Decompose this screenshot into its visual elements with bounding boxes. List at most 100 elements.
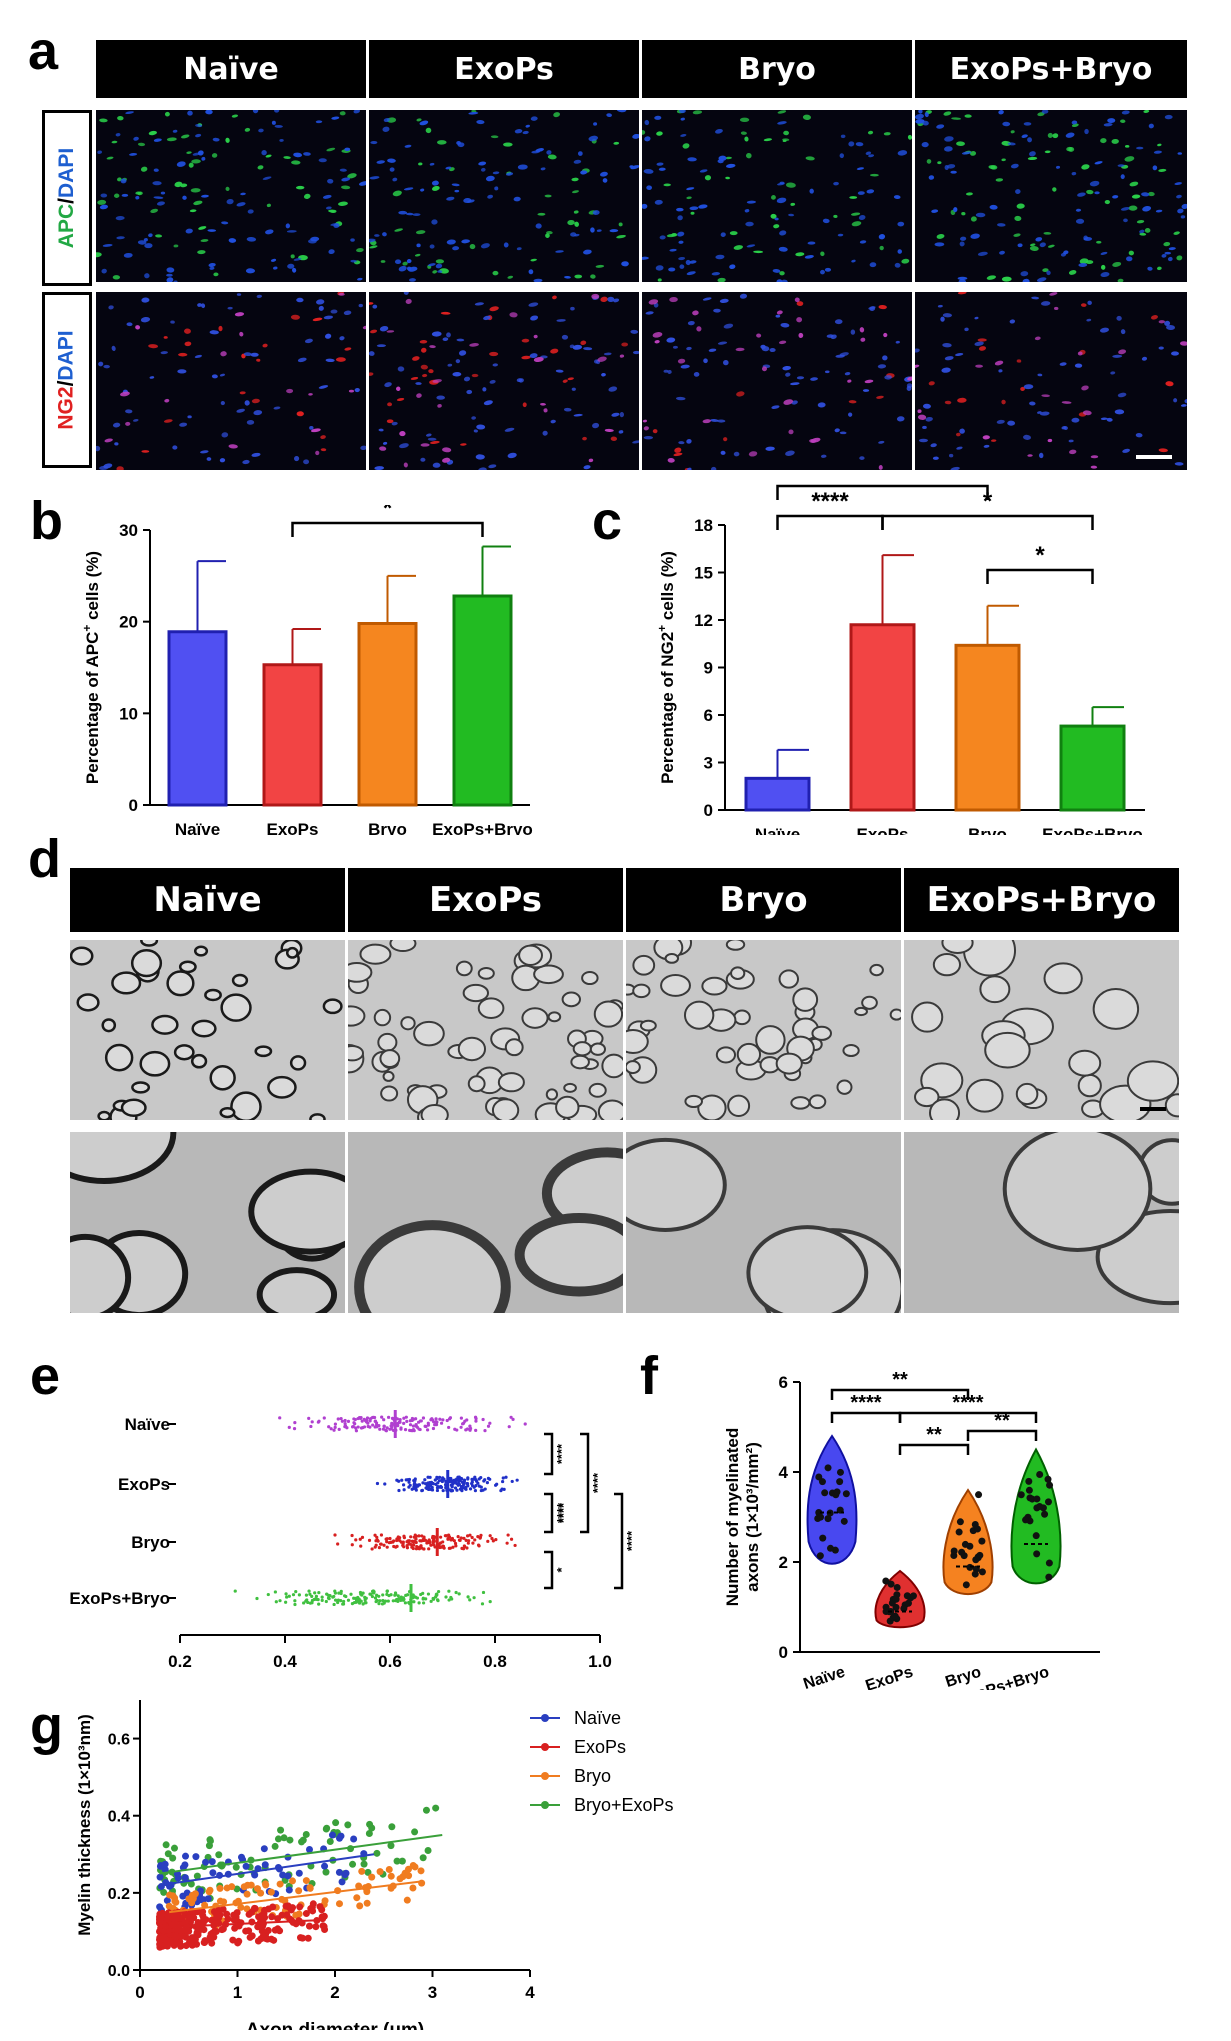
data-point xyxy=(447,1425,451,1430)
cell-dot xyxy=(657,278,662,282)
data-point xyxy=(480,1602,485,1606)
cell-dot xyxy=(192,152,201,156)
data-point xyxy=(385,1589,389,1593)
cell-dot xyxy=(108,305,114,310)
cell-dot xyxy=(416,393,422,398)
cell-dot xyxy=(613,141,620,145)
cell-dot xyxy=(678,256,686,261)
data-point xyxy=(215,1851,223,1859)
cell-dot xyxy=(258,128,264,133)
data-point xyxy=(456,1475,460,1479)
axon-profile xyxy=(632,954,656,976)
x-tick-label: 1 xyxy=(233,1983,242,2002)
axon-profile xyxy=(254,1045,273,1058)
bar-0 xyxy=(167,630,228,807)
data-point xyxy=(404,1478,408,1482)
data-point xyxy=(343,1425,347,1429)
data-point xyxy=(435,1598,440,1602)
cell-dot xyxy=(1112,195,1119,199)
cell-dot xyxy=(1065,132,1075,138)
cell-dot xyxy=(489,351,499,357)
cell-dot xyxy=(817,402,826,408)
data-point xyxy=(295,1869,303,1877)
data-point xyxy=(232,1913,240,1921)
cell-dot xyxy=(374,234,380,237)
cell-dot xyxy=(221,432,229,438)
cell-dot xyxy=(1044,150,1051,154)
data-point xyxy=(341,1602,345,1606)
cell-dot xyxy=(383,118,390,123)
data-point xyxy=(324,1599,328,1604)
axon-profile xyxy=(746,1225,869,1313)
cell-dot xyxy=(1002,121,1011,127)
panel-letter-e: e xyxy=(30,1346,61,1406)
data-point xyxy=(200,1916,208,1924)
cell-dot xyxy=(262,343,268,348)
data-point xyxy=(971,1570,979,1578)
data-point xyxy=(371,1423,375,1427)
cell-dot xyxy=(869,173,879,177)
cell-dot xyxy=(996,419,1005,424)
cell-dot xyxy=(327,178,334,184)
axon-profile xyxy=(389,940,417,953)
data-point xyxy=(472,1596,476,1600)
cell-dot xyxy=(545,233,550,239)
data-point xyxy=(382,1424,386,1428)
data-point xyxy=(271,1926,279,1934)
cell-dot xyxy=(654,199,663,205)
data-point xyxy=(304,1599,308,1603)
data-point xyxy=(161,1860,169,1868)
y-tick-label: 18 xyxy=(694,516,713,535)
cell-dot xyxy=(220,351,227,357)
data-point xyxy=(387,1872,395,1880)
cell-dot xyxy=(191,159,201,164)
cell-dot xyxy=(397,366,405,372)
cell-dot xyxy=(990,439,997,442)
cell-dot xyxy=(369,372,374,376)
cell-dot xyxy=(372,304,378,309)
cell-dot xyxy=(982,435,990,440)
cell-dot xyxy=(943,111,952,116)
x-tick-label: 2 xyxy=(330,1983,339,2002)
cell-dot xyxy=(516,378,523,383)
data-point xyxy=(278,1416,282,1420)
cell-dot xyxy=(918,438,929,443)
data-point xyxy=(333,1422,338,1426)
cell-dot xyxy=(936,124,945,129)
data-point xyxy=(374,1599,378,1604)
cell-dot xyxy=(723,437,728,442)
data-point xyxy=(454,1544,458,1548)
cell-dot xyxy=(173,244,179,248)
cell-dot xyxy=(667,369,672,374)
legend-marker xyxy=(541,1772,549,1780)
cell-dot xyxy=(937,304,943,308)
cell-dot xyxy=(537,212,546,216)
data-point xyxy=(456,1534,460,1539)
cell-dot xyxy=(1042,268,1049,272)
cell-dot xyxy=(542,430,548,436)
cell-dot xyxy=(428,369,434,374)
data-point xyxy=(479,1485,483,1489)
cell-dot xyxy=(320,435,326,439)
cell-dot xyxy=(350,238,355,242)
cell-dot xyxy=(328,249,335,255)
cell-dot xyxy=(1054,306,1059,310)
cell-dot xyxy=(778,246,788,252)
cell-dot xyxy=(116,236,125,240)
data-point xyxy=(322,1868,330,1876)
data-point xyxy=(815,1473,823,1481)
cell-dot xyxy=(209,266,215,270)
cell-dot xyxy=(160,351,168,355)
cell-dot xyxy=(533,334,538,339)
cell-dot xyxy=(550,348,559,354)
data-point xyxy=(409,1535,413,1539)
cell-dot xyxy=(120,178,127,184)
data-point xyxy=(248,1918,256,1926)
data-point xyxy=(474,1479,479,1483)
cell-dot xyxy=(849,196,858,199)
panel-letter-d: d xyxy=(28,829,61,889)
data-point xyxy=(375,1535,379,1539)
cell-dot xyxy=(1147,191,1155,197)
cell-dot xyxy=(820,269,825,275)
data-point xyxy=(310,1594,314,1599)
